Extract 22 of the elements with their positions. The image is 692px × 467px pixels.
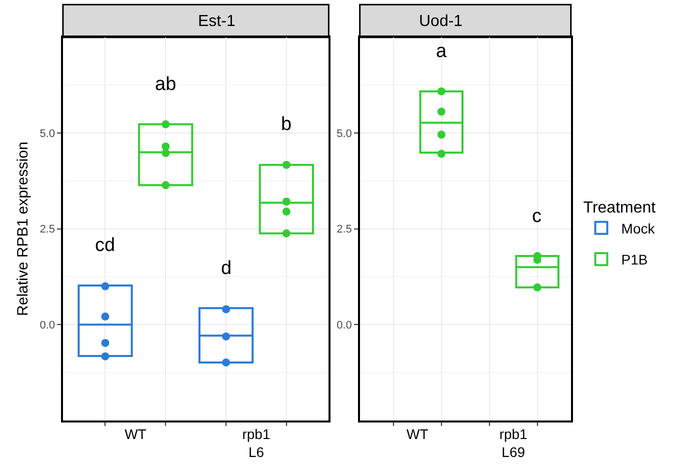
chart-title: Est-1: [198, 13, 236, 30]
x-tick-label: rpb1 L6: [242, 426, 270, 460]
legend-label: P1B: [621, 252, 648, 268]
annotation: ab: [155, 74, 176, 95]
x-tick-label: WT: [124, 426, 147, 442]
annotation: a: [436, 41, 447, 62]
annotation: d: [221, 258, 232, 279]
y-tick-label: 2.5: [336, 224, 352, 236]
y-tick-label: 0.0: [40, 319, 56, 332]
annotation: b: [281, 114, 292, 135]
annotation: cd: [95, 235, 116, 256]
y-tick-label: 2.5: [40, 224, 56, 236]
annotation: c: [532, 206, 542, 227]
x-tick-label: WT: [406, 426, 429, 442]
y-tick-label: 0.0: [336, 319, 352, 332]
y-tick-label: 5.0: [40, 128, 56, 140]
legend-label: Mock: [621, 220, 656, 236]
y-axis-title: Relative RPB1 expression: [14, 142, 32, 316]
x-tick-label: rpb1 L69: [499, 426, 528, 460]
chart-title: Uod-1: [419, 13, 463, 30]
y-tick-label: 5.0: [336, 128, 352, 140]
legend-title: Treatment: [583, 199, 656, 216]
